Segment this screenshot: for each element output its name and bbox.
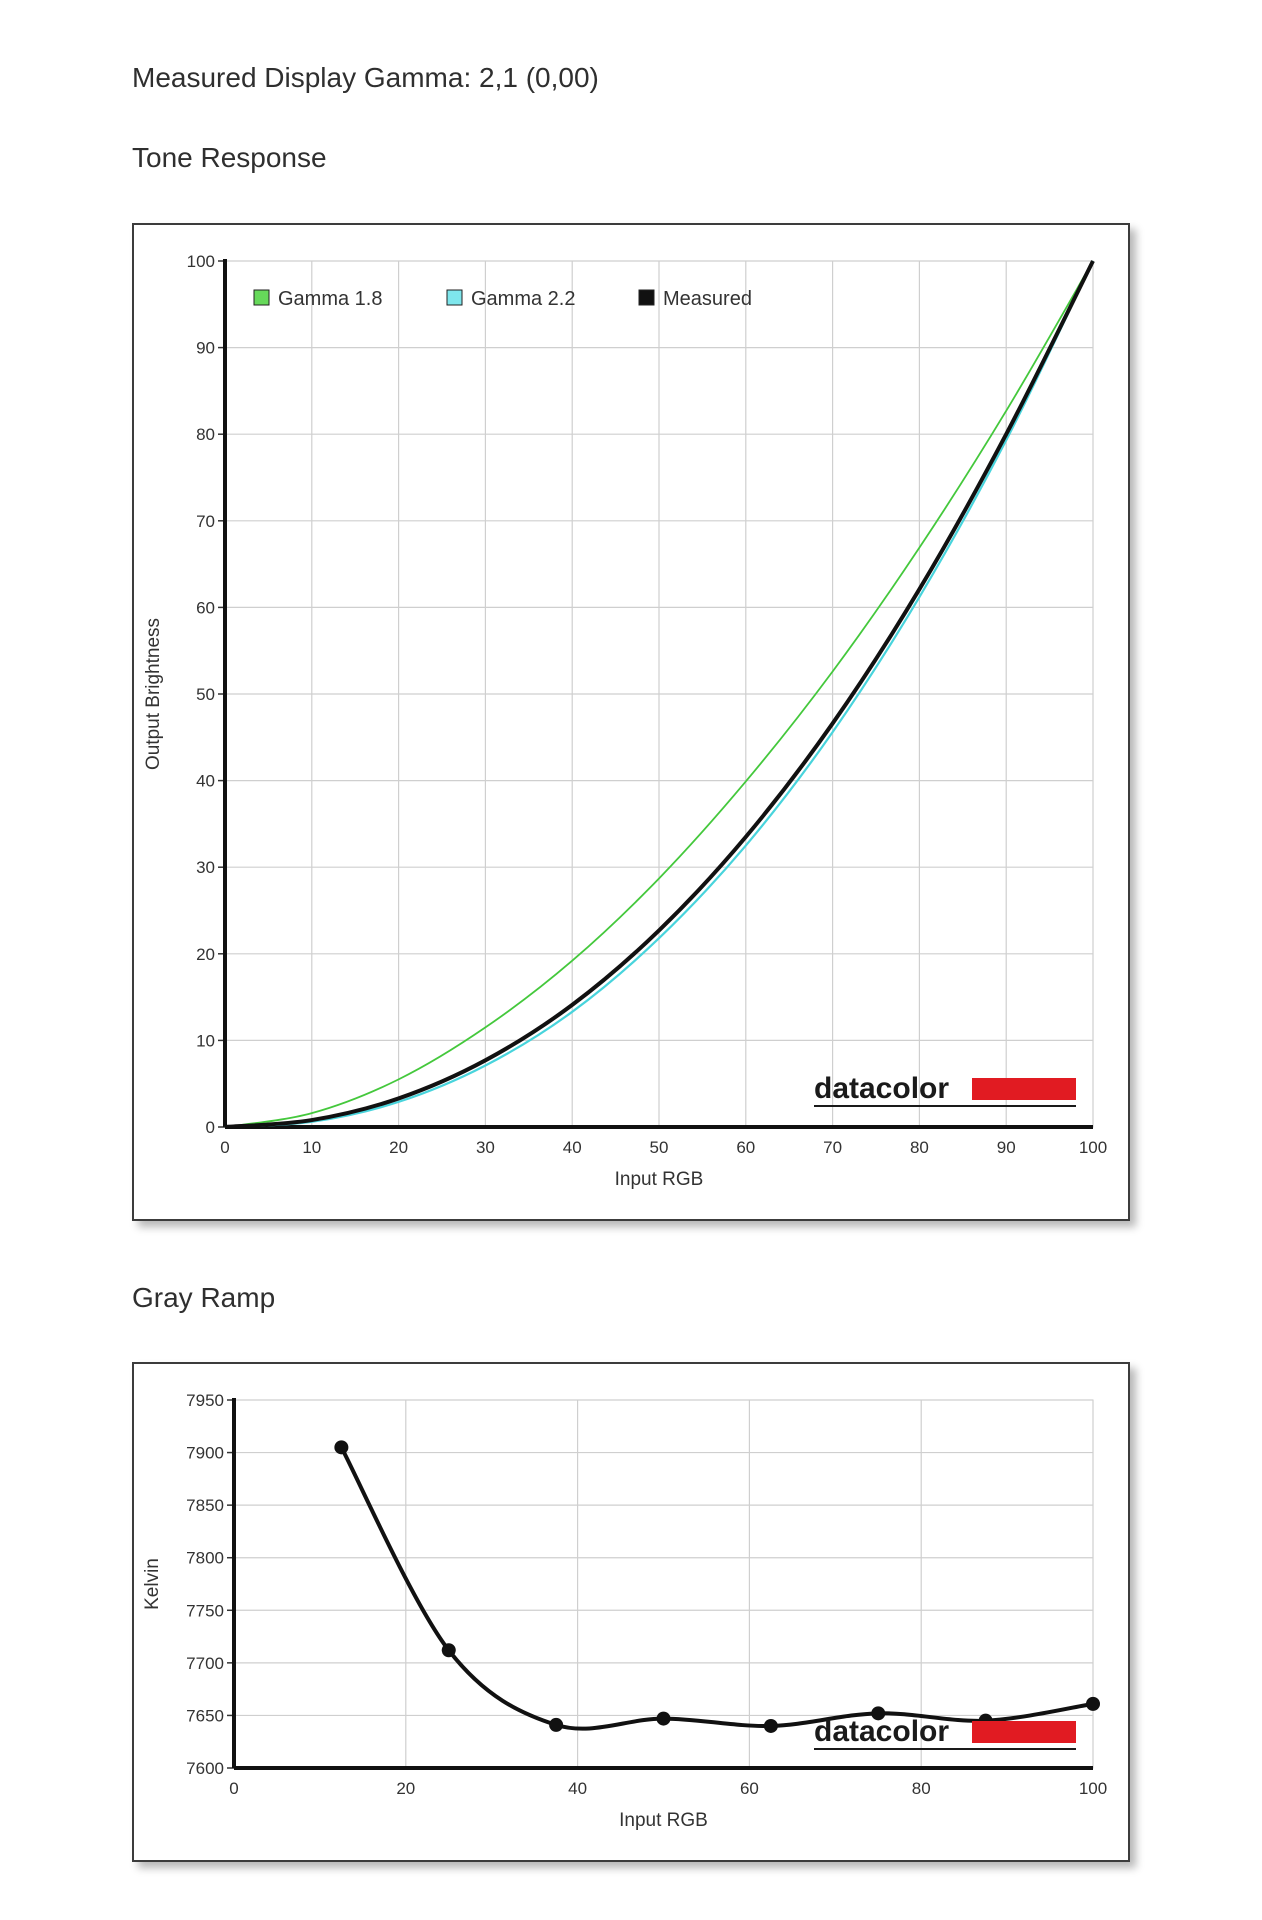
gray-data-point — [549, 1717, 564, 1732]
tone-y-tick-label: 20 — [196, 945, 215, 964]
tone-response-title: Tone Response — [132, 142, 327, 173]
gray-datacolor-logo-text: datacolor — [814, 1715, 949, 1748]
tone-series-line — [224, 260, 1094, 1128]
gray-plot-area — [233, 1399, 1094, 1769]
gray-data-point — [441, 1643, 456, 1658]
tone-y-tick-label: 80 — [196, 425, 215, 444]
tone-response-panel: 0 10 20 30 40 50 60 70 80 90 100 0 10 20 30 40 50 60 70 80 9… — [132, 223, 1130, 1221]
tone-x-tick-label: 20 — [389, 1138, 408, 1157]
tone-legend-swatch — [446, 289, 463, 306]
tone-legend-label: Gamma 1.8 — [278, 288, 382, 310]
tone-legend-swatch — [638, 289, 655, 306]
tone-y-tick-label: 30 — [196, 858, 215, 877]
gray-x-tick-label: 80 — [912, 1779, 931, 1798]
gray-data-point — [1086, 1696, 1100, 1711]
gray-x-tick-label: 20 — [396, 1779, 415, 1798]
gray-ramp-title: Gray Ramp — [132, 1282, 276, 1313]
tone-legend-swatch — [253, 289, 270, 306]
gray-x-tick-label: 100 — [1079, 1779, 1107, 1798]
tone-x-tick-label: 50 — [650, 1138, 669, 1157]
tone-x-tick-label: 70 — [823, 1138, 842, 1157]
gray-y-tick-label: 7650 — [186, 1706, 224, 1725]
gray-data-point — [763, 1718, 778, 1733]
gray-datacolor-logo-bar — [972, 1721, 1076, 1743]
gray-x-axis-label: Input RGB — [619, 1810, 708, 1831]
tone-x-tick-label: 60 — [736, 1138, 755, 1157]
tone-y-tick-label: 50 — [196, 685, 215, 704]
gray-y-tick-label: 7600 — [186, 1759, 224, 1778]
tone-series-line — [224, 260, 1094, 1129]
gray-ramp-chart: 0 20 40 60 80 100 7600 7650 7700 7750 7800 7850 7900… — [142, 1391, 1107, 1831]
tone-response-chart: 0 10 20 30 40 50 60 70 80 90 100 0 10 20 30 40 50 60 70 80 9… — [143, 252, 1107, 1190]
tone-x-tick-label: 40 — [563, 1138, 582, 1157]
tone-y-axis-label: Output Brightness — [143, 618, 164, 770]
gray-series-line — [339, 1446, 1094, 1731]
gray-data-point — [334, 1440, 349, 1455]
tone-legend-label: Measured — [663, 288, 752, 310]
gray-x-tick-label: 0 — [229, 1779, 238, 1798]
tone-y-tick-label: 90 — [196, 339, 215, 358]
gray-data-point — [656, 1711, 671, 1726]
gray-y-tick-label: 7950 — [186, 1391, 224, 1410]
tone-x-tick-label: 80 — [910, 1138, 929, 1157]
gray-y-tick-label: 7700 — [186, 1654, 224, 1673]
gray-x-tick-label: 60 — [740, 1779, 759, 1798]
tone-x-tick-label: 10 — [302, 1138, 321, 1157]
tone-datacolor-logo-text: datacolor — [814, 1072, 949, 1105]
tone-legend-label: Gamma 2.2 — [471, 288, 575, 310]
tone-y-tick-label: 60 — [196, 598, 215, 617]
tone-y-tick-label: 10 — [196, 1031, 215, 1050]
tone-x-tick-label: 100 — [1079, 1138, 1107, 1157]
measured-gamma-label: Measured Display Gamma: 2,1 (0,00) — [132, 62, 599, 93]
tone-y-tick-label: 100 — [187, 252, 215, 271]
gray-y-tick-label: 7750 — [186, 1601, 224, 1620]
tone-x-tick-label: 30 — [476, 1138, 495, 1157]
tone-x-tick-label: 90 — [997, 1138, 1016, 1157]
tone-series-line — [224, 260, 1095, 1129]
gray-ramp-panel: 0 20 40 60 80 100 7600 7650 7700 7750 7800 7850 7900… — [132, 1362, 1130, 1862]
tone-y-tick-label: 0 — [206, 1118, 215, 1137]
gray-y-tick-label: 7850 — [186, 1496, 224, 1515]
tone-x-tick-label: 0 — [220, 1138, 229, 1157]
tone-datacolor-logo-bar — [972, 1078, 1076, 1100]
tone-x-axis-label: Input RGB — [615, 1169, 704, 1190]
gray-x-tick-label: 40 — [568, 1779, 587, 1798]
tone-y-tick-label: 40 — [196, 772, 215, 791]
tone-y-tick-label: 70 — [196, 512, 215, 531]
gray-data-point — [871, 1706, 886, 1721]
gray-y-axis-label: Kelvin — [142, 1558, 163, 1610]
gray-y-tick-label: 7900 — [186, 1444, 224, 1463]
gray-y-tick-label: 7800 — [186, 1549, 224, 1568]
